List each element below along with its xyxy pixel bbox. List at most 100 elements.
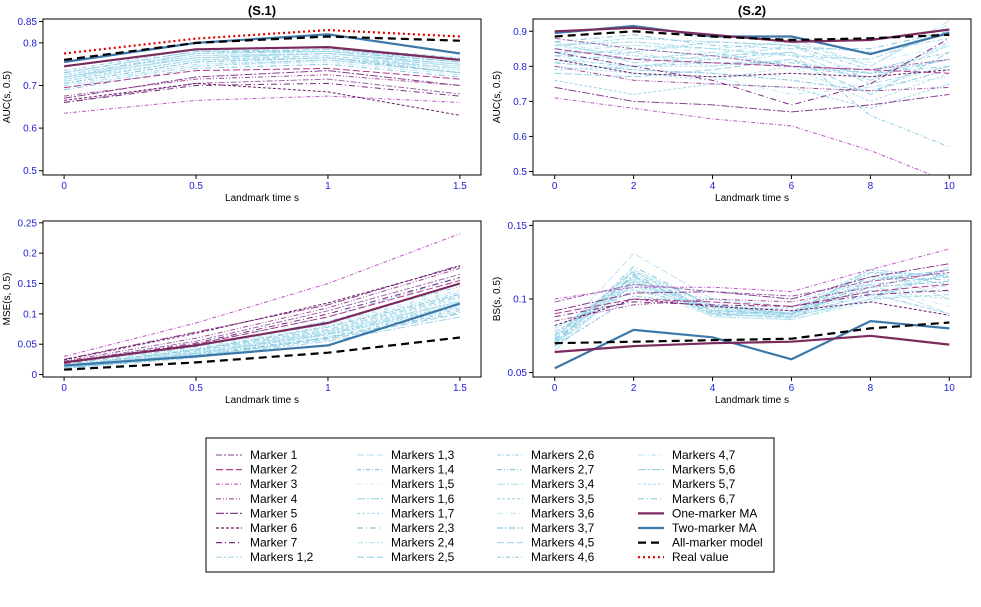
series-group (63, 233, 461, 371)
series-line-markers-4-5 (554, 41, 950, 85)
series-line-marker-1 (554, 272, 950, 303)
legend-item-marker-5: Marker 5 (216, 506, 298, 520)
series-line-two-marker-ma (554, 24, 950, 56)
series-line-markers-4-5 (64, 296, 461, 368)
x-tick-label: 1 (325, 383, 331, 394)
legend-label: Markers 1,7 (391, 506, 455, 520)
y-tick-label: 0.05 (508, 368, 528, 379)
series-line-markers-1-3 (554, 23, 950, 67)
series-line-one-marker-ma (63, 282, 461, 364)
legend-label: Markers 4,5 (531, 536, 595, 550)
panel-p3: 0 0.5 1 1.5 0 0.05 0.1 0.15 0.2 0.25 Landmark time… (2, 218, 482, 406)
x-tick-label: 1.5 (453, 383, 467, 394)
series-line-markers-3-6 (554, 44, 950, 64)
series-line-markers-1-4 (554, 51, 950, 148)
legend-item-markers-5-6: Markers 5,6 (638, 463, 736, 477)
plot-frame (532, 220, 972, 378)
series-line-one-marker-ma (63, 45, 461, 68)
legend-box (205, 437, 775, 573)
y-tick-label: 0.15 (18, 279, 38, 290)
series-line-marker-4 (554, 65, 950, 92)
x-tick-label: 10 (944, 181, 956, 192)
series-line-marker-3 (64, 95, 460, 114)
series-line-all-marker-model (554, 30, 950, 42)
legend-label: One-marker MA (672, 506, 757, 520)
y-tick-label: 0.85 (18, 17, 38, 28)
series-line-markers-3-7 (554, 62, 950, 92)
panel-p1: 0 0.5 1 1.5 0.5 0.6 0.7 0.8 0.85 Landmark time s A… (2, 3, 482, 204)
panel-title: (S.1) (248, 3, 276, 18)
series-line-real-value (63, 29, 460, 55)
x-tick-label: 6 (789, 181, 795, 192)
series-line-marker-3 (63, 233, 461, 357)
y-tick-label: 0.8 (23, 38, 37, 49)
legend-item-markers-1-3: Markers 1,3 (357, 448, 455, 462)
legend-item-markers-3-4: Markers 3,4 (497, 477, 595, 491)
panel-title: (S.2) (738, 3, 766, 18)
x-tick-label: 4 (710, 383, 716, 394)
legend-label: Markers 4,6 (531, 550, 595, 564)
y-tick-label: 0.5 (513, 167, 527, 178)
series-line-markers-2-6 (64, 292, 461, 367)
series-line-marker-6 (554, 58, 950, 78)
legend-label: Marker 1 (250, 448, 298, 462)
legend-item-markers-3-5: Markers 3,5 (497, 492, 595, 506)
y-tick-label: 0.15 (508, 221, 528, 232)
series-line-markers-1-3 (554, 252, 950, 341)
x-tick-label: 2 (631, 383, 637, 394)
series-line-markers-5-6 (64, 53, 460, 78)
series-line-markers-6-7 (554, 273, 950, 345)
series-line-marker-3 (554, 248, 950, 300)
series-line-markers-6-7 (64, 50, 460, 74)
x-tick-label: 4 (710, 181, 716, 192)
legend-item-markers-4-7: Markers 4,7 (638, 448, 736, 462)
x-axis-label: Landmark time s (715, 395, 789, 406)
legend-item-one-marker-ma: One-marker MA (638, 506, 757, 520)
series-line-markers-2-5 (554, 51, 950, 95)
x-tick-label: 8 (868, 181, 874, 192)
x-axis-label: Landmark time s (715, 193, 789, 204)
legend-item-real-value: Real value (638, 550, 729, 564)
series-line-markers-1-5 (64, 61, 460, 86)
series-line-markers-1-6 (64, 316, 460, 369)
x-tick-label: 1 (325, 181, 331, 192)
y-axis-label: AUC(s, 0.5) (2, 71, 13, 123)
x-tick-label: 0 (552, 181, 558, 192)
series-line-markers-3-4 (554, 20, 950, 67)
series-line-markers-6-7 (554, 55, 950, 74)
plot-frame (532, 18, 972, 176)
series-line-two-marker-ma (554, 320, 950, 370)
series-line-marker-6 (64, 266, 461, 361)
y-tick-label: 0.7 (513, 97, 527, 108)
series-group (63, 29, 461, 116)
x-tick-label: 6 (789, 383, 795, 394)
legend-item-markers-3-7: Markers 3,7 (497, 521, 595, 535)
series-line-markers-5-7 (64, 301, 461, 368)
series-line-marker-3 (554, 97, 934, 175)
series-line-markers-3-5 (554, 269, 950, 344)
legend-item-markers-1-5: Markers 1,5 (357, 477, 455, 491)
series-line-marker-5 (554, 263, 950, 312)
series-line-markers-3-5 (554, 79, 950, 109)
series-line-markers-2-6 (554, 41, 950, 81)
legend-item-markers-1-4: Markers 1,4 (357, 463, 455, 477)
legend-label: Markers 3,6 (531, 506, 595, 520)
series-line-all-marker-model (554, 321, 950, 345)
series-line-markers-1-2 (554, 269, 950, 344)
y-tick-label: 0.1 (513, 295, 527, 306)
series-line-markers-4-5 (64, 55, 460, 82)
legend-label: Markers 2,6 (531, 448, 595, 462)
series-line-markers-2-4 (64, 307, 461, 368)
legend-label: Markers 2,5 (391, 550, 455, 564)
legend-item-markers-1-2: Markers 1,2 (216, 550, 314, 564)
series-line-markers-5-7 (554, 282, 950, 329)
legend-label: Markers 4,7 (672, 448, 736, 462)
legend-item-marker-7: Marker 7 (216, 536, 298, 550)
legend-label: Markers 5,6 (672, 463, 736, 477)
x-axis-label: Landmark time s (225, 395, 299, 406)
panel-p2: 0 2 4 6 8 10 0.5 0.6 0.7 0.8 0.9 Landmark time s AUC… (492, 3, 972, 204)
series-line-marker-6 (64, 82, 460, 116)
series-line-all-marker-model (64, 336, 461, 371)
legend-label: Markers 3,4 (531, 477, 595, 491)
